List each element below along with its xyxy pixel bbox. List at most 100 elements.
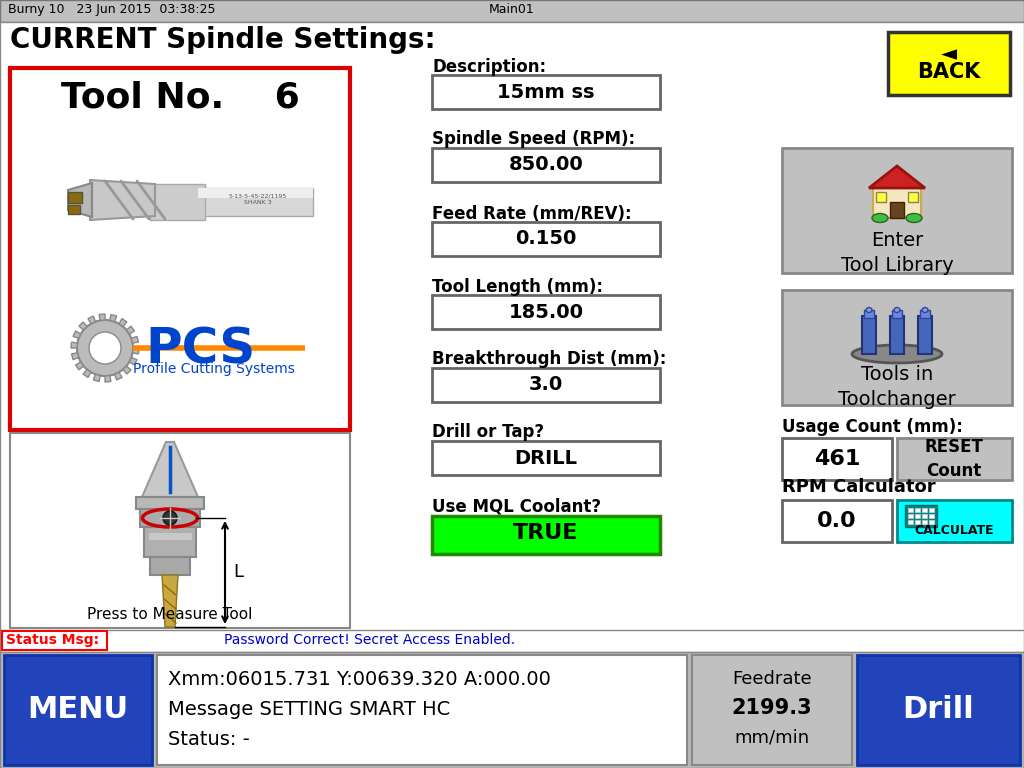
Bar bbox=[908, 192, 918, 202]
Bar bbox=[897, 500, 1012, 542]
Polygon shape bbox=[126, 326, 134, 334]
Text: Xmm:06015.731 Y:00639.320 A:000.00: Xmm:06015.731 Y:00639.320 A:000.00 bbox=[168, 670, 551, 689]
Polygon shape bbox=[99, 314, 105, 320]
Text: Feed Rate (mm/REV):: Feed Rate (mm/REV): bbox=[432, 205, 632, 223]
Bar bbox=[432, 516, 660, 554]
Bar bbox=[873, 188, 921, 218]
Polygon shape bbox=[76, 362, 84, 370]
Bar bbox=[432, 148, 660, 182]
Bar bbox=[929, 520, 934, 524]
Text: PCS: PCS bbox=[145, 326, 255, 374]
Bar bbox=[905, 505, 937, 527]
Ellipse shape bbox=[89, 332, 121, 364]
Bar bbox=[915, 514, 920, 518]
Bar bbox=[136, 497, 204, 509]
Bar bbox=[68, 192, 82, 203]
Bar bbox=[432, 295, 660, 329]
Text: Press to Measure Tool: Press to Measure Tool bbox=[87, 607, 253, 622]
Text: Spindle Speed (RPM):: Spindle Speed (RPM): bbox=[432, 130, 635, 148]
Polygon shape bbox=[123, 366, 131, 374]
Polygon shape bbox=[110, 315, 117, 322]
Bar bbox=[864, 310, 874, 318]
Ellipse shape bbox=[852, 345, 942, 363]
Polygon shape bbox=[88, 316, 95, 324]
Polygon shape bbox=[68, 183, 92, 217]
Text: Status: -: Status: - bbox=[168, 730, 250, 749]
Text: RESET
Count: RESET Count bbox=[925, 439, 983, 480]
Text: Status Msg:: Status Msg: bbox=[6, 633, 99, 647]
Bar bbox=[929, 508, 934, 512]
Bar bbox=[4, 655, 152, 765]
Text: Tool No.    6: Tool No. 6 bbox=[60, 80, 299, 114]
Text: 0.150: 0.150 bbox=[515, 230, 577, 249]
Bar bbox=[918, 316, 932, 354]
Text: CALCULATE: CALCULATE bbox=[914, 524, 994, 537]
Polygon shape bbox=[79, 322, 87, 330]
Text: Burny 10   23 Jun 2015  03:38:25: Burny 10 23 Jun 2015 03:38:25 bbox=[8, 3, 215, 16]
Polygon shape bbox=[869, 166, 925, 188]
Text: Use MQL Coolant?: Use MQL Coolant? bbox=[432, 497, 601, 515]
Text: L: L bbox=[233, 563, 243, 581]
Bar bbox=[888, 32, 1010, 95]
Text: 5-13-5-45-22/1195
SHANK 3: 5-13-5-45-22/1195 SHANK 3 bbox=[229, 193, 287, 204]
Bar bbox=[68, 205, 80, 214]
Text: 15mm ss: 15mm ss bbox=[498, 82, 595, 101]
Text: Breakthrough Dist (mm):: Breakthrough Dist (mm): bbox=[432, 350, 667, 368]
Bar bbox=[148, 532, 193, 540]
Bar bbox=[890, 202, 904, 218]
Polygon shape bbox=[115, 372, 122, 380]
Polygon shape bbox=[162, 575, 178, 627]
Bar bbox=[198, 188, 313, 198]
Ellipse shape bbox=[922, 307, 928, 313]
Text: MENU: MENU bbox=[28, 696, 129, 724]
Bar bbox=[922, 508, 927, 512]
Text: 3.0: 3.0 bbox=[528, 376, 563, 395]
Text: 2199.3: 2199.3 bbox=[732, 698, 812, 718]
Text: DRILL: DRILL bbox=[514, 449, 578, 468]
Bar bbox=[782, 438, 892, 480]
Text: 0.0: 0.0 bbox=[817, 511, 857, 531]
Bar bbox=[876, 192, 886, 202]
Bar bbox=[144, 527, 196, 557]
Text: Enter
Tool Library: Enter Tool Library bbox=[841, 231, 953, 275]
Text: BACK: BACK bbox=[918, 62, 981, 82]
Bar bbox=[892, 310, 902, 318]
Polygon shape bbox=[142, 442, 198, 497]
Polygon shape bbox=[83, 369, 91, 377]
Bar bbox=[782, 500, 892, 542]
Bar bbox=[782, 148, 1012, 273]
Ellipse shape bbox=[866, 307, 872, 313]
Polygon shape bbox=[93, 374, 100, 382]
Bar bbox=[915, 520, 920, 524]
Text: Drill: Drill bbox=[902, 696, 974, 724]
Bar bbox=[922, 514, 927, 518]
Bar bbox=[140, 509, 200, 527]
Bar bbox=[150, 184, 205, 220]
Text: ◄: ◄ bbox=[941, 44, 957, 64]
Text: CURRENT Spindle Settings:: CURRENT Spindle Settings: bbox=[10, 26, 435, 54]
Bar bbox=[857, 655, 1020, 765]
Bar bbox=[908, 520, 913, 524]
Bar bbox=[432, 441, 660, 475]
Bar bbox=[432, 222, 660, 256]
Polygon shape bbox=[119, 319, 127, 326]
Bar bbox=[897, 438, 1012, 480]
Text: mm/min: mm/min bbox=[734, 728, 810, 746]
Bar bbox=[0, 0, 1024, 22]
Bar bbox=[432, 368, 660, 402]
Bar bbox=[10, 433, 350, 628]
Bar bbox=[0, 630, 1024, 652]
Text: 850.00: 850.00 bbox=[509, 155, 584, 174]
Ellipse shape bbox=[77, 320, 133, 376]
Polygon shape bbox=[90, 180, 155, 220]
Bar bbox=[150, 557, 190, 575]
Polygon shape bbox=[132, 348, 139, 354]
Bar bbox=[922, 520, 927, 524]
Bar bbox=[908, 508, 913, 512]
Bar bbox=[929, 514, 934, 518]
Bar bbox=[0, 22, 1024, 640]
Ellipse shape bbox=[872, 214, 888, 223]
Bar bbox=[198, 188, 313, 216]
Text: Tools in
Toolchanger: Tools in Toolchanger bbox=[838, 365, 955, 409]
Bar bbox=[862, 316, 876, 354]
